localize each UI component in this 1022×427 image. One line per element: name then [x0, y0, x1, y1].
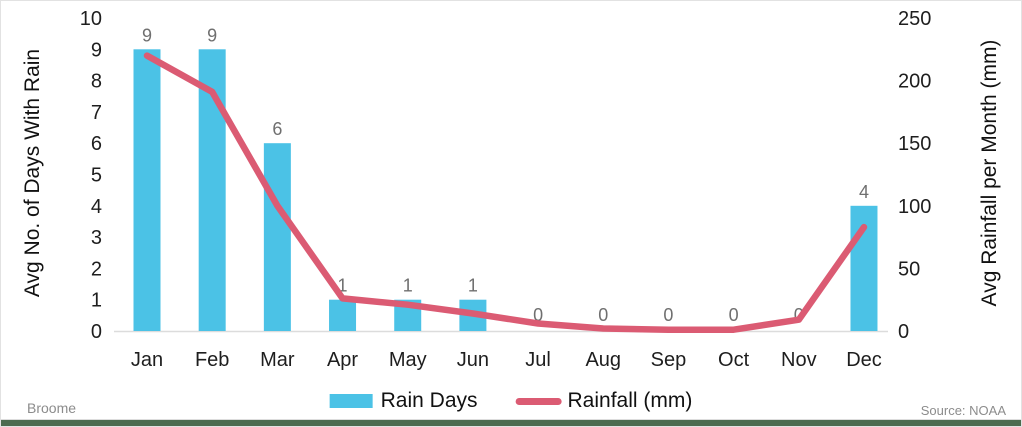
left-axis-tick-label: 5 [91, 165, 102, 187]
left-axis-tick-label: 9 [91, 39, 102, 61]
x-axis-label-nov: Nov [781, 349, 817, 371]
bar-jan [133, 49, 161, 332]
right-axis-tick-label: 0 [898, 321, 909, 343]
x-axis-label-feb: Feb [195, 349, 229, 371]
x-axis-label-dec: Dec [846, 349, 882, 371]
bar-value-label: 6 [272, 119, 282, 139]
right-axis-tick-label: 250 [898, 8, 931, 30]
right-axis-tick-label: 200 [898, 71, 931, 93]
bar-value-label: 9 [142, 25, 152, 45]
bottom-accent-bar [1, 419, 1021, 426]
left-axis-tick-label: 8 [91, 71, 102, 93]
x-axis-label-jul: Jul [525, 349, 551, 371]
left-axis-tick-label: 6 [91, 133, 102, 155]
legend-label-rainfall: Rainfall (mm) [567, 389, 693, 412]
x-axis-label-jun: Jun [457, 349, 489, 371]
x-axis-label-jan: Jan [131, 349, 163, 371]
bar-value-label: 0 [729, 305, 739, 325]
left-axis-tick-label: 7 [91, 102, 102, 124]
legend: Rain Days Rainfall (mm) [329, 389, 693, 413]
x-axis-label-apr: Apr [327, 349, 358, 371]
left-axis-tick-label: 10 [80, 8, 102, 30]
x-axis-label-mar: Mar [260, 349, 295, 371]
bar-value-label: 0 [663, 305, 673, 325]
source-label: Source: NOAA [920, 403, 1006, 418]
left-axis-tick-label: 1 [91, 290, 102, 312]
x-axis-label-oct: Oct [718, 349, 750, 371]
rain-days-swatch-icon [329, 394, 373, 408]
bar-value-label: 4 [859, 182, 869, 202]
right-axis-tick-label: 100 [898, 196, 931, 218]
left-axis-tick-label: 0 [91, 321, 102, 343]
rainfall-line-swatch-icon [515, 397, 562, 405]
bar-value-label: 1 [338, 276, 348, 296]
left-axis-tick-label: 2 [91, 258, 102, 280]
bar-mar [263, 143, 291, 331]
right-axis-title: Avg Rainfall per Month (mm) [978, 39, 1001, 307]
right-axis-tick-label: 50 [898, 258, 920, 280]
right-axis-tick-label: 150 [898, 133, 931, 155]
location-label: Broome [27, 400, 77, 416]
rainfall-line [143, 52, 868, 333]
bar-value-label: 0 [598, 305, 608, 325]
bar-value-label: 0 [533, 305, 543, 325]
bar-value-label: 9 [207, 25, 217, 45]
legend-label-rain-days: Rain Days [380, 389, 478, 412]
left-axis-tick-label: 4 [91, 196, 102, 218]
bar-value-label: 1 [403, 276, 413, 296]
x-axis-label-sep: Sep [651, 349, 687, 371]
left-axis-tick-label: 3 [91, 227, 102, 249]
x-axis-label-may: May [389, 349, 427, 371]
x-axis-label-aug: Aug [585, 349, 621, 371]
bar-value-label: 1 [468, 276, 478, 296]
bar-apr [329, 299, 357, 331]
